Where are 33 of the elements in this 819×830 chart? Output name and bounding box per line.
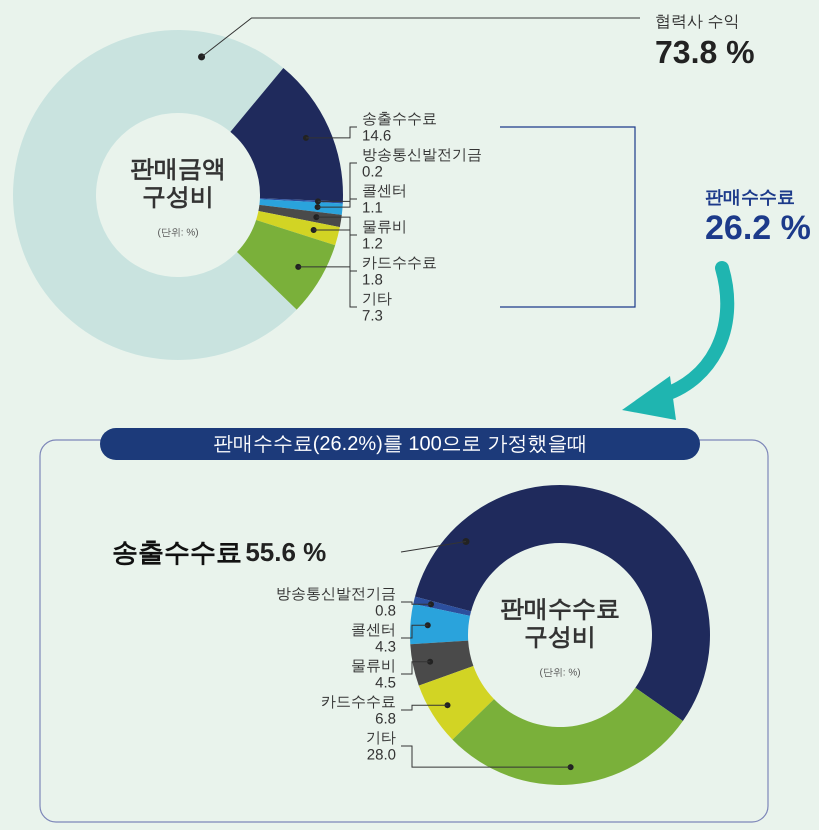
text: (단위: %)	[157, 228, 199, 238]
data-label: 1.2	[362, 236, 383, 252]
data-label: 1.8	[362, 272, 383, 288]
data-label: 4.5	[375, 674, 396, 692]
text: 판매수수료	[705, 187, 795, 207]
data-label: 28.0	[366, 746, 396, 764]
slice-label: 송출수수료	[112, 537, 242, 567]
slice-label: 방송통신발전기금	[362, 146, 482, 164]
slice-label: 기타	[366, 730, 396, 746]
slice-label: 송출수수료	[362, 110, 437, 128]
data-label: 73.8 %	[655, 34, 755, 70]
data-label: 0.8	[375, 602, 396, 620]
text: 26.2 %	[705, 209, 811, 247]
data-label: 0.2	[362, 164, 383, 180]
slice-label: 물류비	[362, 218, 407, 236]
data-label: 4.3	[375, 638, 396, 656]
slice-label: 기타	[362, 290, 392, 308]
text: 판매금액 구성비	[130, 156, 226, 210]
data-label: 6.8	[375, 710, 396, 728]
data-label: 14.6	[362, 128, 392, 144]
slice-label: 카드수수료	[321, 694, 396, 710]
data-label: 1.1	[362, 200, 383, 216]
text: 판매수수료 구성비	[500, 596, 620, 650]
data-label: 7.3	[362, 308, 383, 324]
data-label: 55.6 %	[245, 537, 326, 567]
slice-label: 물류비	[351, 658, 396, 674]
slice-label: 협력사 수익	[655, 14, 740, 30]
slice-label: 콜센터	[351, 622, 396, 638]
slice-label: 카드수수료	[362, 254, 437, 272]
slice-label: 방송통신발전기금	[276, 586, 396, 602]
text: (단위: %)	[539, 668, 581, 678]
text: 판매수수료(26.2%)를 100으로 가정했을때	[212, 433, 588, 455]
slice-label: 콜센터	[362, 182, 407, 200]
